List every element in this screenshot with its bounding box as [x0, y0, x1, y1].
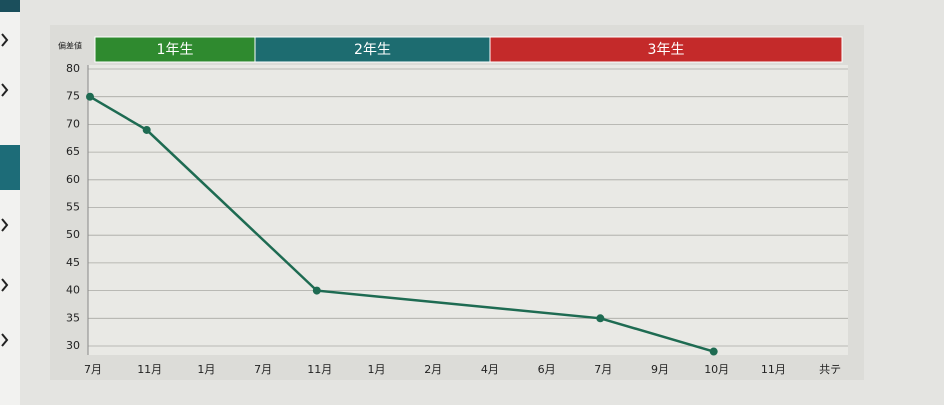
- plot-area: [88, 65, 848, 355]
- x-tick-label: 2月: [424, 363, 442, 376]
- y-tick-label: 45: [66, 256, 80, 269]
- x-tick-label: 共テ: [819, 363, 841, 376]
- sidebar-chevron[interactable]: [1, 278, 9, 292]
- y-tick-label: 50: [66, 228, 80, 241]
- sidebar-top: [0, 0, 20, 12]
- y-axis-label: 偏差値: [58, 41, 82, 51]
- point: [596, 314, 605, 323]
- sidebar-active: [0, 145, 20, 190]
- x-tick-label: 7月: [84, 363, 102, 376]
- x-tick-label: 11月: [761, 363, 786, 376]
- x-tick-label: 1月: [197, 363, 215, 376]
- y-tick-label: 30: [66, 339, 80, 352]
- grade-label: 2年生: [354, 42, 391, 58]
- y-tick-label: 80: [66, 62, 80, 75]
- grade-band: [94, 36, 256, 63]
- grade-label: 1年生: [157, 42, 194, 58]
- y-tick-label: 40: [66, 284, 80, 297]
- point: [142, 125, 151, 134]
- sidebar-chevron[interactable]: [1, 33, 9, 47]
- sidebar-chevron[interactable]: [1, 218, 9, 232]
- x-tick-label: 11月: [307, 363, 332, 376]
- sidebar: [0, 0, 20, 405]
- x-tick-label: 1月: [368, 363, 386, 376]
- x-tick-label: 10月: [704, 363, 729, 376]
- sidebar-chevron[interactable]: [1, 83, 9, 97]
- y-tick-label: 60: [66, 173, 80, 186]
- sidebar-chevron[interactable]: [1, 333, 9, 347]
- grade-band: [254, 36, 491, 63]
- y-tick-label: 35: [66, 311, 80, 324]
- point: [312, 286, 321, 295]
- y-tick-label: 55: [66, 201, 80, 214]
- grade-label: 3年生: [648, 42, 685, 58]
- x-tick-label: 11月: [137, 363, 162, 376]
- y-tick-label: 65: [66, 145, 80, 158]
- x-tick-label: 7月: [254, 363, 272, 376]
- y-tick-label: 70: [66, 117, 80, 130]
- x-tick-label: 4月: [481, 363, 499, 376]
- x-tick-label: 7月: [594, 363, 612, 376]
- x-tick-label: 6月: [538, 363, 556, 376]
- y-tick-label: 75: [66, 90, 80, 103]
- point: [86, 92, 94, 101]
- grade-band: [489, 36, 843, 63]
- x-tick-label: 9月: [651, 363, 669, 376]
- point: [709, 347, 718, 356]
